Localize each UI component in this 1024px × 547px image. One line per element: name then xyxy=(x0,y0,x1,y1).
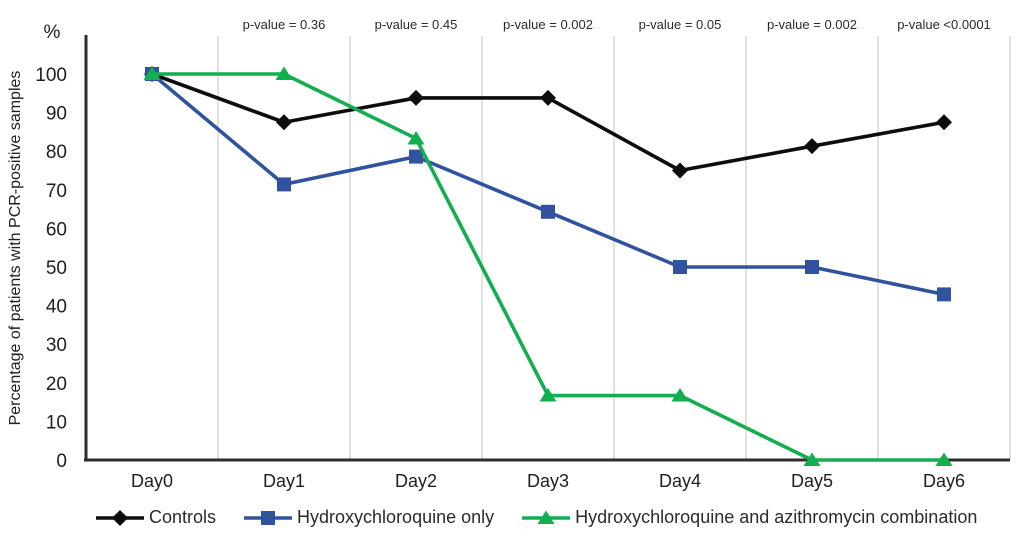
y-tick-label: 60 xyxy=(46,219,67,240)
series-marker-hydroxychloroquine-only xyxy=(937,287,951,302)
x-tick-label: Day3 xyxy=(527,471,569,491)
series-marker-hydroxychloroquine-and-azithromycin-combination xyxy=(143,66,161,80)
series-marker-hydroxychloroquine-only xyxy=(277,177,291,192)
diamond-marker-icon xyxy=(96,509,144,526)
legend-swatch-marker xyxy=(112,509,128,526)
series-line-hydroxychloroquine-only xyxy=(150,72,945,297)
y-axis-unit-label: % xyxy=(44,22,61,43)
p-value-label: p-value <0.0001 xyxy=(897,17,991,32)
series-marker-hydroxychloroquine-and-azithromycin-combination xyxy=(671,388,689,402)
series-marker-hydroxychloroquine-only xyxy=(409,149,423,164)
y-tick-label: 40 xyxy=(46,297,67,318)
legend-item-hydroxychloroquine-only: Hydroxychloroquine only xyxy=(244,507,494,528)
series-marker-hydroxychloroquine-and-azithromycin-combination xyxy=(803,452,821,466)
legend-item-hydroxychloroquine-and-azithromycin-combination: Hydroxychloroquine and azithromycin comb… xyxy=(522,507,977,528)
y-tick-label: 100 xyxy=(35,65,67,86)
x-tick-label: Day6 xyxy=(923,471,965,491)
series-marker-hydroxychloroquine-and-azithromycin-combination xyxy=(935,452,953,466)
y-tick-label: 10 xyxy=(46,412,67,433)
legend-swatch-marker xyxy=(537,510,555,524)
y-tick-label: 90 xyxy=(46,104,67,125)
x-tick-label: Day4 xyxy=(659,471,701,491)
legend-label: Hydroxychloroquine and azithromycin comb… xyxy=(575,507,978,527)
series-marker-hydroxychloroquine-and-azithromycin-combination xyxy=(539,388,557,402)
p-value-label: p-value = 0.36 xyxy=(243,17,326,32)
x-tick-label: Day5 xyxy=(791,471,833,491)
series-marker-hydroxychloroquine-only xyxy=(673,260,687,274)
triangle-marker-icon xyxy=(522,510,571,524)
p-value-label: p-value = 0.05 xyxy=(639,17,722,32)
series-line-hydroxychloroquine-and-azithromycin-combination xyxy=(152,72,944,462)
series-line-controls xyxy=(151,72,945,173)
p-value-label: p-value = 0.002 xyxy=(503,17,593,32)
legend-label: Hydroxychloroquine only xyxy=(297,507,495,527)
y-axis-title: Percentage of patients with PCR-positive… xyxy=(7,71,24,426)
series-marker-hydroxychloroquine-and-azithromycin-combination xyxy=(407,130,425,145)
y-tick-label: 30 xyxy=(46,335,67,356)
y-tick-label: 70 xyxy=(46,181,67,202)
series-marker-controls xyxy=(672,162,688,179)
p-value-label: p-value = 0.45 xyxy=(375,17,458,32)
series-marker-hydroxychloroquine-only xyxy=(805,260,819,274)
x-tick-label: Day0 xyxy=(131,471,173,491)
x-tick-label: Day2 xyxy=(395,471,437,491)
y-tick-label: 80 xyxy=(46,142,67,163)
y-tick-label: 20 xyxy=(46,374,67,395)
y-tick-label: 0 xyxy=(56,451,67,472)
chart-legend: Controls Hydroxychloroquine only Hydroxych… xyxy=(96,507,977,528)
series-marker-controls xyxy=(408,89,424,106)
y-tick-label: 50 xyxy=(46,258,67,279)
series-marker-controls xyxy=(540,89,556,106)
series-marker-controls xyxy=(936,114,952,131)
square-marker-icon xyxy=(244,510,293,525)
legend-swatch-marker xyxy=(261,510,276,525)
p-value-label: p-value = 0.002 xyxy=(767,17,857,32)
series-marker-hydroxychloroquine-and-azithromycin-combination xyxy=(275,66,293,80)
series-marker-hydroxychloroquine-only xyxy=(541,204,555,219)
legend-label: Controls xyxy=(149,507,217,527)
series-marker-controls xyxy=(276,114,292,131)
series-marker-controls xyxy=(804,138,820,155)
legend-item-controls: Controls xyxy=(96,507,216,528)
x-tick-label: Day1 xyxy=(263,471,305,491)
